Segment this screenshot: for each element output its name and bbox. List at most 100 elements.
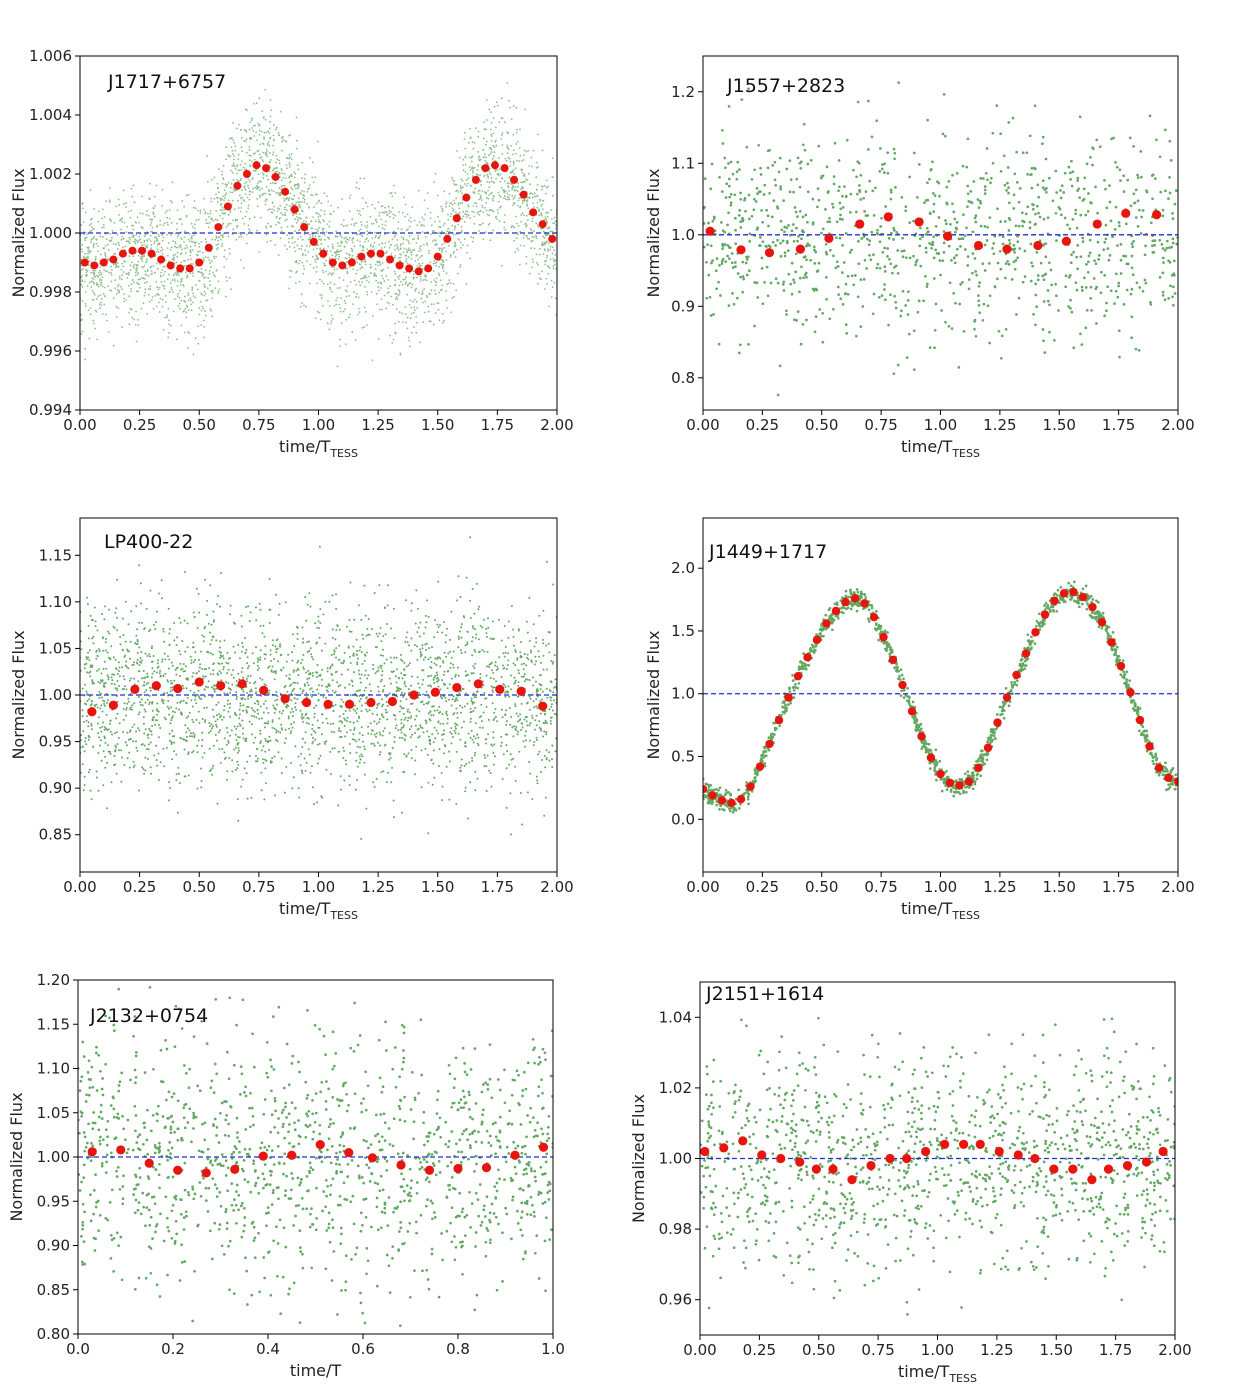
y-tick-label: 1.10 bbox=[39, 593, 72, 611]
y-tick-label: 0.96 bbox=[659, 1291, 692, 1309]
x-tick-label: 0.50 bbox=[805, 416, 838, 434]
binned-point bbox=[1078, 592, 1088, 602]
binned-point bbox=[319, 249, 328, 258]
binned-point bbox=[309, 237, 318, 246]
y-axis-label: Normalized Flux bbox=[629, 1094, 648, 1223]
binned-point bbox=[824, 233, 834, 243]
binned-point bbox=[898, 680, 907, 690]
binned-point bbox=[1126, 688, 1135, 697]
binned-point bbox=[109, 255, 118, 264]
binned-point bbox=[974, 763, 983, 773]
binned-point bbox=[90, 261, 99, 270]
binned-point bbox=[453, 1163, 463, 1174]
x-tick-label: 0.25 bbox=[123, 878, 156, 896]
binned-point bbox=[130, 684, 140, 695]
binned-point bbox=[917, 732, 926, 741]
binned-point bbox=[1097, 617, 1107, 627]
binned-point bbox=[860, 599, 869, 608]
binned-point bbox=[936, 769, 945, 779]
x-tick-label: 1.00 bbox=[302, 416, 335, 434]
binned-point bbox=[1121, 208, 1131, 218]
binned-series bbox=[87, 677, 548, 717]
binned-point bbox=[173, 1165, 183, 1175]
raw-point-cloud bbox=[80, 82, 557, 368]
binned-series bbox=[703, 587, 1178, 808]
binned-point bbox=[774, 715, 784, 725]
y-tick-label: 0.0 bbox=[671, 810, 695, 828]
x-tick-label: 0.75 bbox=[242, 416, 275, 434]
binned-point bbox=[1141, 1157, 1152, 1167]
binned-point bbox=[473, 679, 483, 689]
binned-point bbox=[252, 161, 261, 170]
binned-point bbox=[914, 217, 924, 227]
binned-point bbox=[433, 252, 442, 261]
y-tick-label: 1.5 bbox=[671, 622, 695, 640]
binned-point bbox=[831, 606, 841, 616]
binned-point bbox=[430, 687, 440, 697]
y-tick-label: 1.000 bbox=[29, 224, 72, 242]
binned-point bbox=[945, 778, 955, 788]
x-tick-label: 1.25 bbox=[361, 878, 394, 896]
x-tick-label: 1.50 bbox=[1043, 416, 1076, 434]
binned-point bbox=[424, 1165, 435, 1175]
raw-point-cloud bbox=[703, 81, 1178, 397]
y-tick-label: 1.05 bbox=[37, 1104, 70, 1122]
x-tick-label: 0.50 bbox=[805, 878, 838, 896]
binned-point bbox=[173, 683, 183, 694]
y-tick-label: 1.00 bbox=[37, 1148, 70, 1166]
x-tick-label: 0.25 bbox=[746, 878, 779, 896]
x-tick-label: 0.75 bbox=[864, 416, 897, 434]
y-tick-label: 0.85 bbox=[37, 1281, 70, 1299]
binned-point bbox=[328, 258, 337, 267]
binned-point bbox=[516, 686, 526, 696]
binned-point bbox=[80, 258, 89, 267]
x-tick-label: 1.00 bbox=[924, 416, 957, 434]
y-tick-label: 0.994 bbox=[29, 401, 72, 419]
binned-point bbox=[548, 234, 557, 243]
binned-point bbox=[795, 1157, 805, 1167]
y-tick-label: 1.004 bbox=[29, 106, 72, 124]
binned-point bbox=[323, 699, 333, 709]
binned-point bbox=[885, 1153, 895, 1164]
binned-point bbox=[888, 655, 898, 665]
x-tick-label: 0.8 bbox=[446, 1340, 470, 1358]
x-tick-label: 2.00 bbox=[540, 878, 573, 896]
binned-point bbox=[367, 1153, 378, 1163]
binned-point bbox=[708, 791, 717, 800]
binned-point bbox=[258, 1151, 268, 1161]
x-axis-label: time/TTESS bbox=[279, 899, 358, 922]
binned-point bbox=[424, 264, 433, 273]
binned-point bbox=[959, 1139, 969, 1149]
binned-point bbox=[185, 264, 194, 273]
binned-point bbox=[883, 212, 893, 222]
x-tick-label: 1.50 bbox=[1040, 1341, 1073, 1359]
binned-point bbox=[344, 699, 355, 709]
panel-title: J2151+1614 bbox=[705, 983, 824, 1005]
x-tick-label: 0.50 bbox=[183, 416, 216, 434]
binned-point bbox=[1030, 1153, 1040, 1164]
x-tick-label: 0.4 bbox=[256, 1340, 280, 1358]
binned-point bbox=[1164, 773, 1173, 783]
binned-point bbox=[338, 261, 347, 270]
binned-point bbox=[452, 682, 462, 693]
binned-point bbox=[230, 1164, 240, 1174]
binned-point bbox=[414, 267, 423, 276]
x-tick-label: 0.00 bbox=[686, 878, 719, 896]
binned-point bbox=[926, 753, 936, 762]
binned-point bbox=[138, 246, 147, 255]
x-tick-label: 1.75 bbox=[1099, 1341, 1132, 1359]
x-tick-label: 1.75 bbox=[1102, 878, 1135, 896]
binned-series bbox=[700, 1136, 1168, 1185]
binned-point bbox=[841, 597, 850, 607]
binned-point bbox=[262, 164, 271, 173]
x-tick-label: 0.25 bbox=[743, 1341, 776, 1359]
x-tick-label: 0.75 bbox=[864, 878, 897, 896]
x-tick-label: 0.25 bbox=[746, 416, 779, 434]
binned-point bbox=[409, 690, 419, 700]
y-tick-label: 1.10 bbox=[37, 1060, 70, 1078]
binned-point bbox=[757, 1150, 767, 1160]
binned-point bbox=[703, 784, 708, 794]
binned-point bbox=[147, 249, 156, 258]
binned-point bbox=[1092, 219, 1102, 229]
x-tick-label: 0.75 bbox=[242, 878, 275, 896]
